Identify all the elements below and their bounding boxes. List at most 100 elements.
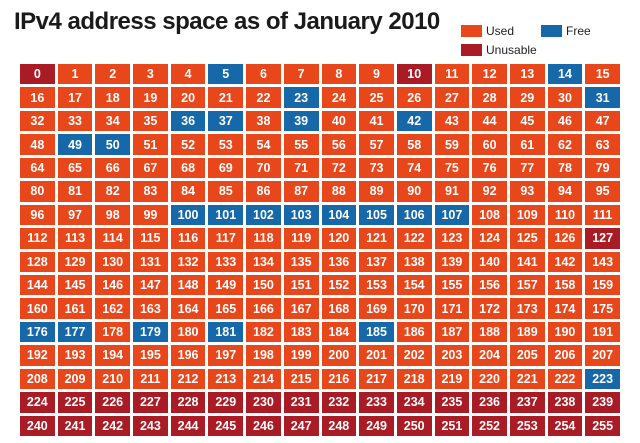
address-block-209: 209 xyxy=(57,368,93,390)
address-block-47: 47 xyxy=(585,110,620,132)
address-block-182: 182 xyxy=(246,321,281,343)
address-block-223: 223 xyxy=(585,368,620,390)
address-block-17: 17 xyxy=(57,87,93,108)
address-block-247: 247 xyxy=(283,415,319,436)
address-block-114: 114 xyxy=(95,228,131,249)
address-block-222: 222 xyxy=(547,368,583,390)
address-block-5: 5 xyxy=(208,64,244,85)
address-block-161: 161 xyxy=(57,298,93,319)
address-block-90: 90 xyxy=(396,181,432,202)
address-block-92: 92 xyxy=(472,181,507,202)
address-block-48: 48 xyxy=(20,134,55,155)
address-block-253: 253 xyxy=(509,415,545,436)
address-block-147: 147 xyxy=(133,274,168,296)
address-block-142: 142 xyxy=(547,251,583,272)
address-block-176: 176 xyxy=(20,321,55,343)
address-block-87: 87 xyxy=(283,181,319,202)
address-block-158: 158 xyxy=(547,274,583,296)
address-block-3: 3 xyxy=(133,64,168,85)
address-block-39: 39 xyxy=(283,110,319,132)
address-block-243: 243 xyxy=(133,415,168,436)
address-block-73: 73 xyxy=(359,157,394,179)
address-block-67: 67 xyxy=(133,157,168,179)
address-block-123: 123 xyxy=(434,228,470,249)
address-block-187: 187 xyxy=(434,321,470,343)
address-block-184: 184 xyxy=(321,321,357,343)
address-block-32: 32 xyxy=(20,110,55,132)
address-block-65: 65 xyxy=(57,157,93,179)
address-block-174: 174 xyxy=(547,298,583,319)
address-block-68: 68 xyxy=(170,157,206,179)
address-block-57: 57 xyxy=(359,134,394,155)
address-block-42: 42 xyxy=(396,110,432,132)
address-block-164: 164 xyxy=(170,298,206,319)
address-block-210: 210 xyxy=(95,368,131,390)
legend-label-free: Free xyxy=(566,24,591,38)
address-block-71: 71 xyxy=(283,157,319,179)
address-block-115: 115 xyxy=(133,228,168,249)
address-block-193: 193 xyxy=(57,345,93,366)
address-block-80: 80 xyxy=(20,181,55,202)
address-block-228: 228 xyxy=(170,392,206,413)
address-block-237: 237 xyxy=(509,392,545,413)
address-block-145: 145 xyxy=(57,274,93,296)
address-block-38: 38 xyxy=(246,110,281,132)
address-block-15: 15 xyxy=(585,64,620,85)
address-block-248: 248 xyxy=(321,415,357,436)
address-block-188: 188 xyxy=(472,321,507,343)
address-block-64: 64 xyxy=(20,157,55,179)
address-block-224: 224 xyxy=(20,392,55,413)
address-block-78: 78 xyxy=(547,157,583,179)
address-block-35: 35 xyxy=(133,110,168,132)
address-block-94: 94 xyxy=(547,181,583,202)
address-block-134: 134 xyxy=(246,251,281,272)
address-block-23: 23 xyxy=(283,87,319,108)
address-block-162: 162 xyxy=(95,298,131,319)
address-block-66: 66 xyxy=(95,157,131,179)
address-block-129: 129 xyxy=(57,251,93,272)
address-block-229: 229 xyxy=(208,392,244,413)
address-block-31: 31 xyxy=(585,87,620,108)
address-block-53: 53 xyxy=(208,134,244,155)
legend-swatch-free xyxy=(541,25,562,37)
address-block-181: 181 xyxy=(208,321,244,343)
address-block-74: 74 xyxy=(396,157,432,179)
address-block-83: 83 xyxy=(133,181,168,202)
address-block-172: 172 xyxy=(472,298,507,319)
address-block-173: 173 xyxy=(509,298,545,319)
address-block-236: 236 xyxy=(472,392,507,413)
address-block-120: 120 xyxy=(321,228,357,249)
legend-item-free: Free xyxy=(541,24,591,38)
address-block-44: 44 xyxy=(472,110,507,132)
address-block-136: 136 xyxy=(321,251,357,272)
address-block-208: 208 xyxy=(20,368,55,390)
legend-label-unusable: Unusable xyxy=(486,43,537,57)
address-block-12: 12 xyxy=(472,64,507,85)
address-block-230: 230 xyxy=(246,392,281,413)
address-block-93: 93 xyxy=(509,181,545,202)
address-block-55: 55 xyxy=(283,134,319,155)
address-block-33: 33 xyxy=(57,110,93,132)
address-block-117: 117 xyxy=(208,228,244,249)
address-block-10: 10 xyxy=(396,64,432,85)
legend-item-unusable: Unusable xyxy=(461,43,537,57)
address-block-155: 155 xyxy=(434,274,470,296)
address-block-148: 148 xyxy=(170,274,206,296)
address-block-206: 206 xyxy=(547,345,583,366)
address-block-77: 77 xyxy=(509,157,545,179)
address-block-133: 133 xyxy=(208,251,244,272)
address-block-127: 127 xyxy=(585,228,620,249)
address-block-202: 202 xyxy=(396,345,432,366)
address-block-215: 215 xyxy=(283,368,319,390)
address-block-109: 109 xyxy=(509,204,545,226)
address-block-196: 196 xyxy=(170,345,206,366)
address-block-217: 217 xyxy=(359,368,394,390)
address-block-4: 4 xyxy=(170,64,206,85)
address-block-185: 185 xyxy=(359,321,394,343)
address-block-8: 8 xyxy=(321,64,357,85)
address-block-138: 138 xyxy=(396,251,432,272)
address-block-250: 250 xyxy=(396,415,432,436)
address-block-63: 63 xyxy=(585,134,620,155)
address-block-198: 198 xyxy=(246,345,281,366)
address-block-139: 139 xyxy=(434,251,470,272)
